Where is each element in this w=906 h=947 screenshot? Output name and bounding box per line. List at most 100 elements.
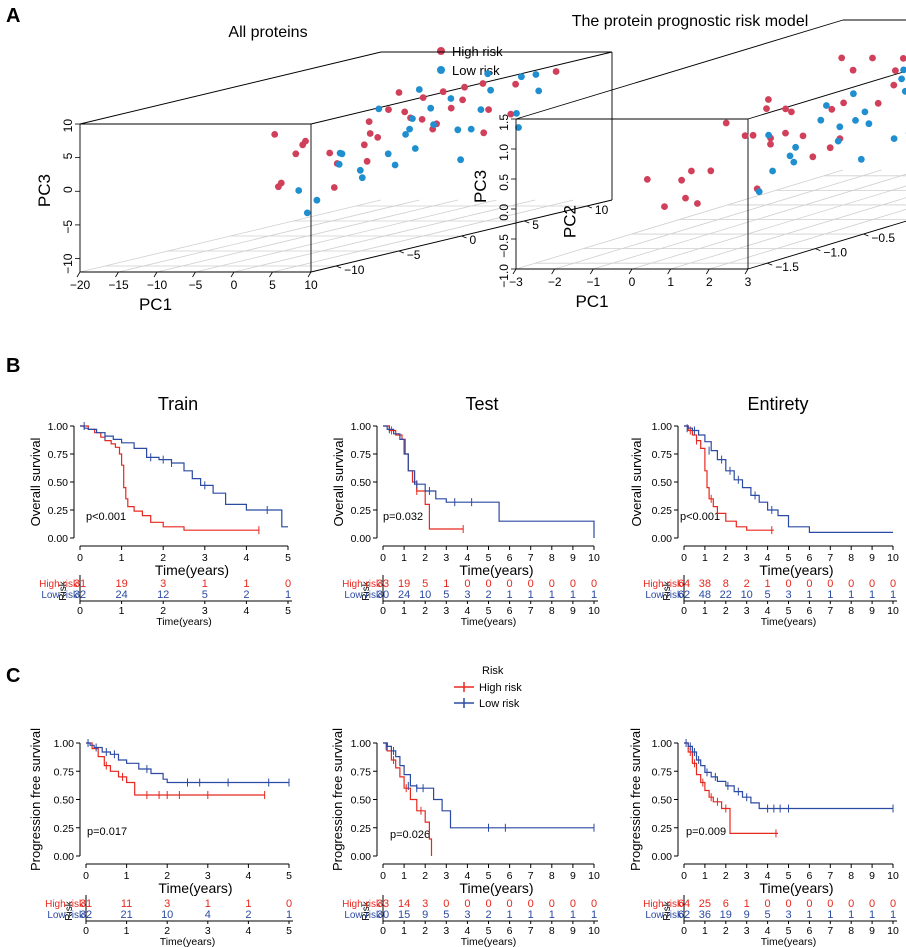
risk-table-time: 5 xyxy=(786,605,792,617)
km-y-tick-label: 1.00 xyxy=(351,738,372,750)
pca-x-tick-label: 2 xyxy=(706,275,713,289)
pca-point-low xyxy=(391,161,399,169)
pca-point-high xyxy=(874,99,882,107)
risk-table-low-count: 1 xyxy=(528,909,534,921)
risk-table-time: 4 xyxy=(243,605,249,617)
pca-x-axis-label: PC1 xyxy=(139,295,172,314)
risk-table-low-count: 1 xyxy=(591,909,597,921)
risk-table-high-count: 0 xyxy=(806,578,812,590)
risk-table-low-count: 1 xyxy=(570,589,576,601)
km-x-tick-label: 0 xyxy=(83,870,89,882)
km-y-tick-label: 0.75 xyxy=(48,449,69,461)
pca-legend: High risk Low risk xyxy=(437,44,503,78)
pca-point-low xyxy=(427,104,435,112)
risk-table-time: 1 xyxy=(401,605,407,617)
km-p-value: p=0.017 xyxy=(87,826,127,838)
km-x-tick-label: 2 xyxy=(164,870,170,882)
km-x-tick-label: 4 xyxy=(765,552,771,564)
pca-y-tick xyxy=(863,233,869,237)
pca-point-high xyxy=(374,134,382,141)
pca-point-high xyxy=(788,108,795,116)
km-x-tick-label: 2 xyxy=(723,870,729,882)
risk-table-time: 4 xyxy=(765,605,771,617)
risk-table-high-count: 6 xyxy=(723,898,729,910)
pca-x-tick-label: 10 xyxy=(304,278,318,292)
km-x-tick-label: 6 xyxy=(507,552,513,564)
km-x-tick-label: 0 xyxy=(681,870,687,882)
pca-point-low xyxy=(861,108,869,116)
pca-point-high xyxy=(840,99,847,107)
risk-table-time: 7 xyxy=(528,925,534,937)
risk-table-low-count: 2 xyxy=(243,589,249,601)
risk-table-time: 3 xyxy=(744,925,750,937)
pca-y-tick-label: 10 xyxy=(595,203,609,217)
risk-table-low-label: Low risk xyxy=(645,910,683,921)
pca-point-high xyxy=(661,203,668,211)
pca-point-low xyxy=(411,145,419,152)
pca-x-tick xyxy=(512,268,517,275)
pca-point-high xyxy=(722,119,730,127)
risk-table-high-count: 0 xyxy=(507,578,513,590)
risk-table-time: 6 xyxy=(806,925,812,937)
km-x-tick-label: 5 xyxy=(285,552,291,564)
pca-point-low xyxy=(295,187,303,194)
risk-table-high-count: 64 xyxy=(678,898,690,910)
km-x-tick-label: 9 xyxy=(869,552,875,564)
risk-table-low-count: 5 xyxy=(202,589,208,601)
risk-table-low-count: 1 xyxy=(890,909,896,921)
km-legend-title: Risk xyxy=(482,665,504,677)
risk-table-low-count: 21 xyxy=(120,909,132,921)
km-x-tick-label: 2 xyxy=(723,552,729,564)
pca-point-low xyxy=(900,66,906,74)
pca-point-low xyxy=(857,155,865,163)
pca-x-tick-label: −5 xyxy=(189,278,203,292)
risk-table-high-count: 1 xyxy=(765,578,771,590)
risk-table-xlabel: Time(years) xyxy=(160,936,216,947)
pca-z-tick-label: 1.0 xyxy=(497,144,511,161)
risk-table-time: 7 xyxy=(528,605,534,617)
risk-table-low-count: 9 xyxy=(744,909,750,921)
risk-table-time: 2 xyxy=(422,605,428,617)
risk-table-low-count: 5 xyxy=(443,909,449,921)
risk-table-high-count: 3 xyxy=(164,898,170,910)
km-y-axis-label: Overall survival xyxy=(28,437,43,526)
km-x-tick-label: 5 xyxy=(786,552,792,564)
km-y-tick-label: 0.00 xyxy=(351,851,372,863)
pca-y-tick xyxy=(335,265,342,269)
risk-table-high-count: 0 xyxy=(869,578,875,590)
km-curve-low xyxy=(86,742,289,784)
risk-table-time: 4 xyxy=(765,925,771,937)
risk-table-low-count: 1 xyxy=(827,909,833,921)
pca-point-high xyxy=(459,96,466,104)
pca-x-tick xyxy=(667,268,672,275)
pca-x-tick xyxy=(628,268,633,275)
risk-table-low-label: Low risk xyxy=(344,590,382,601)
pca-box-edge xyxy=(747,70,906,120)
risk-table-low-count: 3 xyxy=(785,909,791,921)
risk-table-time: 9 xyxy=(570,925,576,937)
km-x-tick-label: 3 xyxy=(443,552,449,564)
risk-table-low-count: 1 xyxy=(869,589,875,601)
risk-table-low-count: 1 xyxy=(549,589,555,601)
risk-table-time: 7 xyxy=(827,925,833,937)
pca-point-high xyxy=(643,176,651,183)
pca-point-high xyxy=(363,157,371,165)
km-y-tick-label: 0.50 xyxy=(652,795,673,807)
pca-point-high xyxy=(828,105,836,113)
pca-point-high xyxy=(480,129,488,137)
pca-x-tick-label: 1 xyxy=(667,275,674,289)
risk-table-high-label: High risk xyxy=(643,899,683,910)
pca-x-tick xyxy=(705,268,710,275)
pca-y-tick xyxy=(461,235,467,239)
risk-table-low-count: 3 xyxy=(785,589,791,601)
panel-label-c: C xyxy=(6,665,20,687)
pca-title: The protein prognostic risk model xyxy=(572,13,809,30)
pca-point-low xyxy=(518,73,525,81)
km-x-tick-label: 9 xyxy=(869,870,875,882)
risk-table-high-count: 0 xyxy=(785,578,791,590)
km-y-tick-label: 0.25 xyxy=(652,505,673,517)
pca-point-low xyxy=(790,158,798,166)
risk-table-high-count: 1 xyxy=(443,578,449,590)
risk-table-high-count: 0 xyxy=(528,578,534,590)
risk-table-time: 0 xyxy=(380,605,386,617)
